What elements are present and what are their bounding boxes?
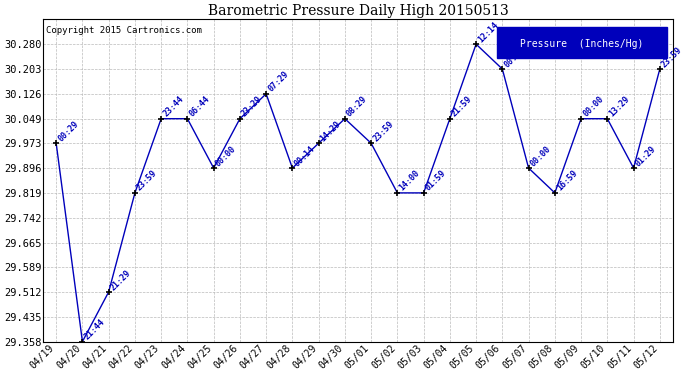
Text: 23:59: 23:59 [660,45,684,69]
Text: 00:00: 00:00 [214,144,237,168]
Text: 01:29: 01:29 [633,144,658,168]
Text: 23:59: 23:59 [371,119,395,143]
Text: 16:59: 16:59 [555,169,579,193]
Text: Pressure  (Inches/Hg): Pressure (Inches/Hg) [520,39,643,48]
Text: 00:00: 00:00 [502,45,526,69]
Text: 14:29: 14:29 [319,119,343,143]
Text: 06:44: 06:44 [188,94,211,119]
Text: 00:14: 00:14 [293,144,317,168]
Title: Barometric Pressure Daily High 20150513: Barometric Pressure Daily High 20150513 [208,4,509,18]
Text: 00:00: 00:00 [529,144,553,168]
Text: 21:29: 21:29 [108,268,132,292]
FancyBboxPatch shape [497,27,667,58]
Text: Copyright 2015 Cartronics.com: Copyright 2015 Cartronics.com [46,26,202,35]
Text: 23:59: 23:59 [135,169,159,193]
Text: 13:29: 13:29 [607,94,631,119]
Text: 00:00: 00:00 [581,94,605,119]
Text: 07:29: 07:29 [266,70,290,94]
Text: 12:14: 12:14 [476,20,500,44]
Text: 21:44: 21:44 [82,318,106,342]
Text: 23:29: 23:29 [240,94,264,119]
Text: 01:59: 01:59 [424,169,448,193]
Text: 08:29: 08:29 [345,94,369,119]
Text: 14:00: 14:00 [397,169,422,193]
Text: 21:59: 21:59 [450,94,474,119]
Text: 23:44: 23:44 [161,94,185,119]
Text: 00:29: 00:29 [56,119,80,143]
